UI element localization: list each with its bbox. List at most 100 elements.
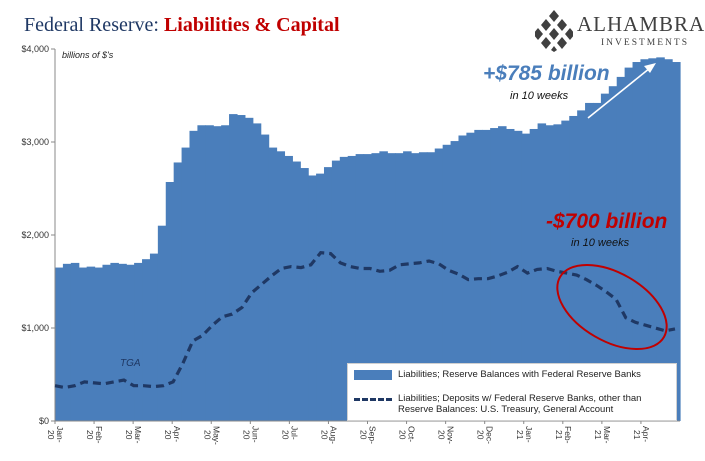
bar	[648, 58, 657, 422]
x-tick-label: Aug-20	[319, 426, 338, 444]
units-label: billions of $'s	[62, 50, 114, 60]
bar	[371, 153, 380, 421]
bar	[403, 151, 412, 422]
bar	[450, 141, 460, 421]
x-tick-label: Nov-20	[437, 426, 456, 444]
x-tick-label: Mar-21	[593, 426, 612, 444]
legend-line-label: Liabilities; Deposits w/ Federal Reserve…	[398, 393, 642, 415]
y-tick-label: $2,000	[21, 230, 49, 240]
x-tick-label: May-20	[202, 426, 221, 445]
bar	[189, 130, 198, 421]
bar	[300, 168, 309, 421]
bar	[553, 124, 562, 421]
bar	[600, 93, 610, 421]
alhambra-logo: ALHAMBRA INVESTMENTS	[535, 8, 705, 58]
bar	[142, 259, 151, 421]
bar	[592, 102, 602, 421]
y-tick-label: $4,000	[21, 44, 49, 54]
bar	[308, 175, 317, 421]
bar	[608, 86, 618, 421]
tga-line	[54, 251, 676, 390]
down-amount-label: -$700 billion	[546, 210, 668, 233]
y-tick-label: $3,000	[21, 137, 49, 147]
legend-bar-swatch	[354, 370, 392, 380]
bar	[94, 267, 104, 421]
bar	[339, 156, 349, 421]
x-tick-label: Sep-20	[359, 426, 378, 444]
bar	[244, 117, 254, 421]
bar	[505, 128, 515, 422]
bar	[474, 129, 483, 421]
bar	[466, 132, 475, 421]
bar	[490, 128, 499, 422]
legend-bars-label: Liabilities; Reserve Balances with Feder…	[398, 369, 641, 380]
x-tick-label: Feb-21	[554, 426, 573, 444]
chart-legend: Liabilities; Reserve Balances with Feder…	[347, 363, 677, 421]
bar	[292, 161, 301, 421]
bar	[323, 167, 333, 421]
bar	[418, 152, 428, 422]
down-period-label: in 10 weeks	[571, 237, 630, 249]
chart-title: Federal Reserve: Liabilities & Capital	[24, 14, 340, 37]
bar-series	[55, 57, 681, 422]
x-tick-label: Jul-20	[280, 426, 299, 440]
y-tick-label: $0	[39, 416, 49, 426]
bar	[149, 253, 159, 421]
bar	[434, 148, 444, 421]
logo-subtitle: INVESTMENTS	[601, 38, 689, 48]
bar	[268, 147, 278, 421]
bar	[62, 263, 72, 421]
bar	[656, 57, 665, 422]
bar	[276, 151, 286, 422]
bar	[624, 67, 634, 421]
up-period-label: in 10 weeks	[510, 90, 569, 102]
bar	[482, 129, 491, 421]
bar	[426, 152, 436, 422]
bar	[347, 155, 357, 421]
legend-item-line: Liabilities; Deposits w/ Federal Reserve…	[354, 393, 672, 415]
bar	[102, 264, 111, 421]
x-tick-label: Feb-20	[85, 426, 104, 444]
bank-reserves-label: bank reserves	[74, 239, 137, 250]
bar	[513, 130, 523, 421]
bar	[672, 62, 681, 422]
bar	[529, 128, 539, 422]
bar	[213, 126, 222, 421]
bar	[632, 62, 642, 422]
logo-name: ALHAMBRA	[577, 12, 705, 36]
bar	[284, 155, 293, 421]
bar	[363, 154, 373, 421]
bar	[86, 266, 96, 421]
bar	[521, 133, 531, 421]
bar	[134, 262, 143, 421]
x-tick-label: Mar-20	[124, 426, 143, 444]
bar	[118, 263, 127, 421]
bar	[387, 153, 396, 421]
bar	[545, 125, 555, 421]
bar	[331, 160, 341, 421]
bar	[569, 115, 578, 422]
bar	[236, 115, 246, 421]
legend-line-swatch	[354, 398, 392, 401]
bar	[664, 59, 673, 421]
x-tick-label: Apr-21	[632, 426, 651, 442]
bar	[355, 154, 365, 421]
chart-title-part2: Liabilities & Capital	[163, 14, 340, 36]
x-tick-label: Jun-20	[241, 426, 260, 443]
bar	[78, 267, 88, 421]
bar	[379, 151, 388, 422]
bar	[411, 153, 420, 421]
tga-label: TGA	[120, 358, 141, 369]
bar	[197, 125, 206, 421]
y-axis-ticks: $0 $1,000 $2,000 $3,000 $4,000	[21, 44, 55, 426]
bar	[616, 76, 626, 422]
bar	[442, 144, 452, 422]
highlight-ellipse	[556, 263, 668, 351]
bar	[173, 162, 183, 421]
up-arrow	[587, 63, 656, 119]
bar	[260, 134, 270, 421]
bar	[55, 267, 64, 421]
logo-diamond-icon	[535, 10, 573, 52]
bar	[585, 102, 594, 421]
